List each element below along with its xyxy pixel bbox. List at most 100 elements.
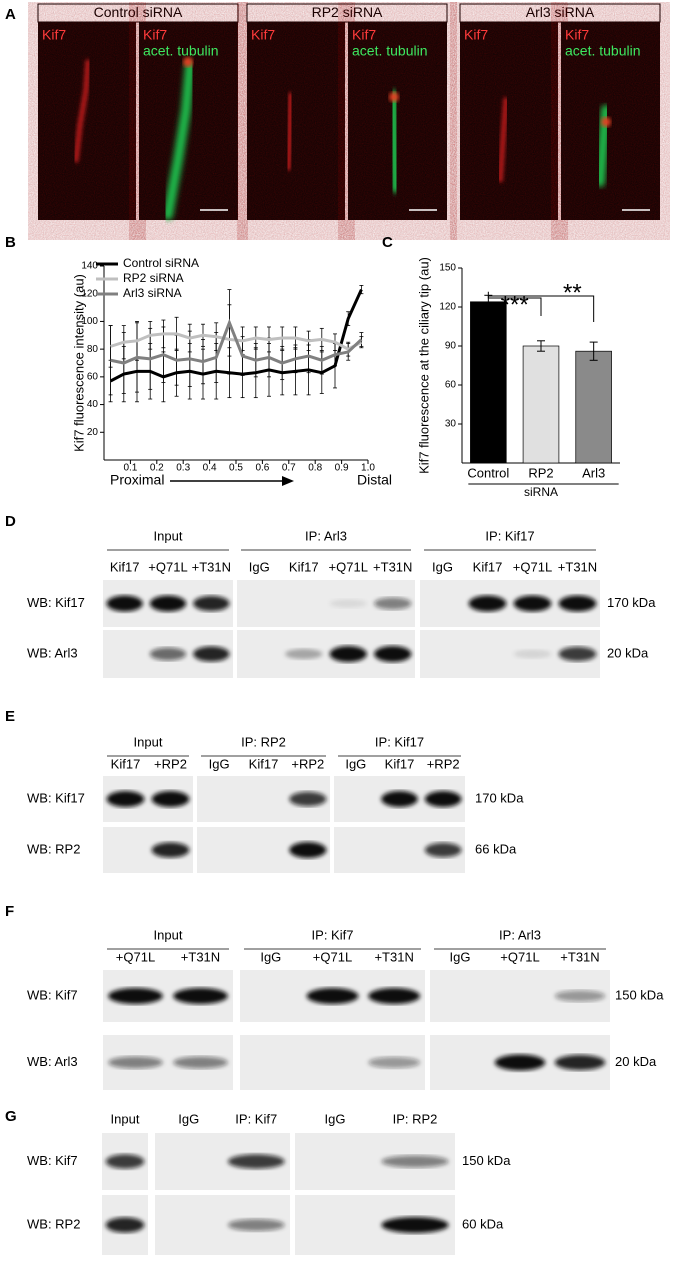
lane-label: IgG — [260, 949, 281, 964]
image-title: RP2 siRNA — [312, 4, 383, 20]
lane-label: +Q71L — [329, 559, 368, 574]
band — [424, 842, 462, 858]
x-tick-label: 0.9 — [335, 463, 349, 474]
significance-bracket — [487, 291, 542, 316]
band — [368, 988, 421, 1004]
lane-label: +T31N — [560, 949, 599, 964]
band — [193, 595, 230, 612]
kif7-signal — [73, 59, 91, 163]
row-label: WB: Kif7 — [27, 1153, 78, 1168]
row-label: WB: RP2 — [27, 841, 80, 856]
x-tick-label: 0.2 — [150, 463, 164, 474]
bar — [522, 345, 560, 464]
x-tick-label: Control — [467, 465, 509, 480]
lane-label: Kif17 — [111, 756, 141, 771]
band — [173, 1056, 228, 1069]
row-label: WB: RP2 — [27, 1216, 80, 1231]
tubulin-signal — [388, 90, 401, 193]
lane-label: +T31N — [181, 949, 220, 964]
lane-label: +RP2 — [154, 756, 187, 771]
micrograph-noise — [460, 22, 558, 220]
x-tick-label: 0.3 — [176, 463, 190, 474]
row-label: WB: Kif17 — [27, 595, 85, 610]
group-title: Input — [154, 528, 183, 543]
lane-label: +Q71L — [313, 949, 352, 964]
significance-bracket — [488, 295, 595, 322]
legend-label: Arl3 siRNA — [123, 286, 182, 300]
band — [149, 647, 187, 661]
band — [374, 597, 412, 610]
significance-label: *** — [501, 291, 529, 318]
band — [106, 595, 143, 612]
x-tick-label: Arl3 — [582, 465, 605, 480]
band — [368, 1056, 421, 1069]
row-label: WB: Arl3 — [27, 1054, 78, 1069]
y-tick-label: 90 — [445, 341, 457, 352]
x-axis-label: siRNA — [524, 485, 558, 499]
lane-label: IgG — [249, 559, 270, 574]
y-tick-label: 60 — [87, 371, 99, 382]
lane-label: +Q71L — [116, 949, 155, 964]
lane-label: IgG — [432, 559, 453, 574]
group-title: IP: Kif17 — [485, 528, 534, 543]
lane-label: +Q71L — [513, 559, 552, 574]
arrow-head — [282, 476, 294, 486]
panel-label: A — [5, 6, 16, 23]
legend-label: RP2 siRNA — [123, 271, 184, 285]
band — [558, 646, 597, 662]
size-label: 150 kDa — [462, 1153, 511, 1168]
lane-label: +RP2 — [427, 756, 460, 771]
significance-label: ** — [563, 279, 582, 306]
band — [558, 595, 597, 612]
lane-label: +T31N — [373, 559, 412, 574]
y-tick-label: 100 — [81, 316, 98, 327]
panel-label: G — [5, 1108, 17, 1125]
kif7-tip — [601, 117, 611, 127]
lane-label: IgG — [345, 756, 366, 771]
panel-label: E — [5, 708, 15, 725]
x-tick-label: 0.7 — [282, 463, 296, 474]
image-channel-label: Kif7 — [565, 27, 589, 43]
band — [374, 646, 412, 662]
lane-label: IgG — [450, 949, 471, 964]
lane-label: +T31N — [374, 949, 413, 964]
lane-label: IgG — [209, 756, 230, 771]
image-channel-label: acet. tubulin — [565, 43, 641, 59]
image-title: Control siRNA — [94, 4, 183, 20]
band — [105, 1217, 145, 1233]
kif7-signal — [285, 92, 294, 173]
band — [108, 1056, 163, 1069]
x-start-label: Proximal — [110, 472, 164, 488]
band — [108, 988, 163, 1004]
image-channel-label: Kif7 — [251, 27, 275, 43]
size-label: 150 kDa — [615, 987, 664, 1002]
y-tick-label: 120 — [81, 288, 98, 299]
band — [494, 1054, 546, 1071]
band — [554, 1054, 606, 1071]
group-title: IP: Kif7 — [312, 927, 354, 942]
x-tick-label: 0.8 — [308, 463, 322, 474]
lane-label: IP: RP2 — [393, 1111, 438, 1126]
panel-label: D — [5, 513, 16, 530]
band — [381, 791, 418, 807]
lane-label: +RP2 — [291, 756, 324, 771]
band — [151, 791, 190, 807]
lane-label: Kif17 — [110, 559, 140, 574]
x-tick-label: 0.6 — [255, 463, 269, 474]
size-label: 170 kDa — [607, 595, 656, 610]
lane-label: IgG — [178, 1111, 199, 1126]
band — [151, 842, 190, 858]
band — [193, 646, 230, 662]
band — [554, 990, 606, 1002]
image-channel-label: Kif7 — [352, 27, 376, 43]
y-tick-label: 120 — [439, 302, 456, 313]
size-label: 60 kDa — [462, 1216, 504, 1231]
image-header — [37, 3, 239, 23]
y-axis-label: Kif7 fluorescence intensity (au) — [71, 274, 86, 452]
lane-label: Kif17 — [385, 756, 415, 771]
lane-label: IgG — [325, 1111, 346, 1126]
group-title: IP: Arl3 — [499, 927, 541, 942]
band — [285, 648, 323, 660]
y-tick-label: 40 — [87, 399, 99, 410]
